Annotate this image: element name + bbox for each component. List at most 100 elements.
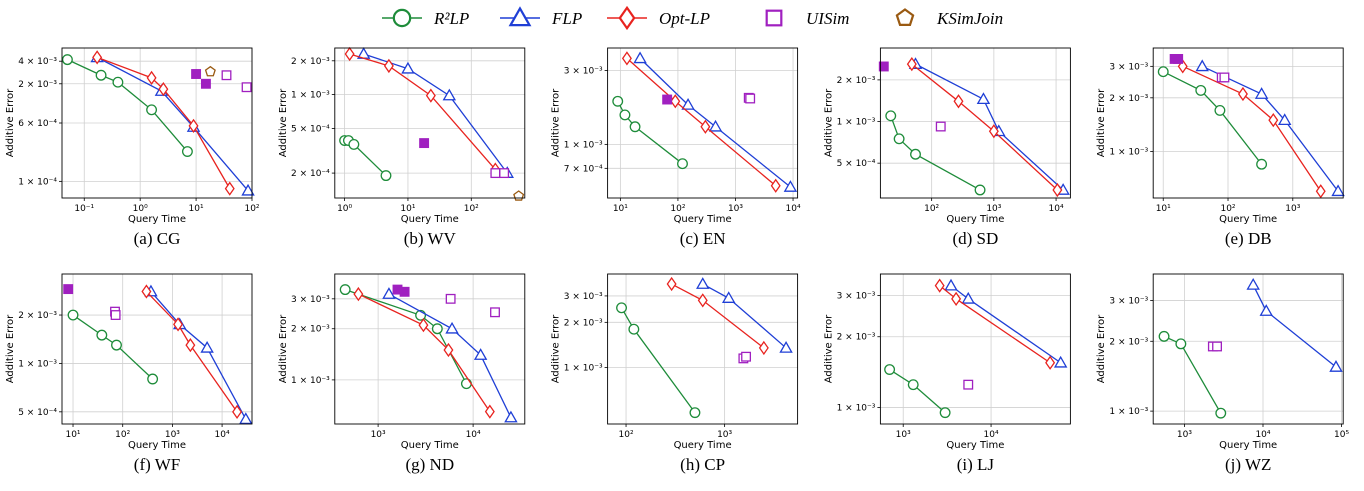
x-tick-label: 10⁵ (1334, 430, 1349, 440)
x-tick-label: 10⁴ (215, 430, 230, 440)
data-point-uisim (490, 307, 500, 318)
data-point-uisim (878, 61, 889, 72)
data-point-optlp (670, 94, 681, 109)
x-axis-label: Query Time (674, 440, 732, 451)
x-tick-label: 10⁰ (133, 204, 148, 214)
plot-frame (334, 273, 526, 425)
data-point-r2lp (1175, 338, 1187, 350)
data-point-uisim (1219, 72, 1230, 83)
panel-caption: (a) CG (134, 229, 181, 248)
x-tick-label: 10⁴ (466, 430, 481, 440)
y-axis-label: Additive Error (823, 314, 834, 383)
series-optlp (666, 276, 769, 356)
x-tick-label: 10⁻¹ (74, 204, 94, 214)
y-axis-label: Additive Error (278, 88, 289, 157)
series-uisim (1169, 53, 1230, 83)
data-point-flp (1195, 59, 1209, 72)
series-flp (356, 47, 514, 178)
legend-item-uisim: UISim (765, 9, 849, 28)
y-axis-label: Additive Error (1096, 314, 1107, 383)
x-tick-label: 10² (670, 204, 685, 214)
series-uisim (419, 138, 510, 179)
x-axis-label: Query Time (401, 214, 459, 225)
data-point-r2lp (111, 339, 122, 351)
panel-5: 10¹ 10² 10³ 1 × 10⁻³ 2 × 10⁻³ 3 × 10⁻³ Query T… (1096, 47, 1345, 248)
data-point-optlp (758, 340, 769, 356)
y-tick-label: 1 × 10⁻³ (18, 359, 57, 369)
x-tick-label: 10³ (986, 204, 1001, 214)
y-tick-label: 5 × 10⁻⁴ (18, 408, 57, 418)
y-axis-label: Additive Error (551, 314, 562, 383)
series-r2lp (1158, 330, 1227, 419)
data-point-optlp (353, 286, 364, 302)
panel-10: 10³ 10⁴ 10⁵ 1 × 10⁻³ 2 × 10⁻³ 3 × 10⁻³ Query T… (1096, 273, 1349, 474)
data-point-flp (779, 341, 793, 353)
series-r2lp (612, 95, 688, 170)
panel-caption: (h) CP (680, 455, 725, 474)
x-tick-label: 10⁰ (337, 204, 352, 214)
panel-3: 10¹ 10² 10³ 10⁴ 7 × 10⁻⁴ 1 × 10⁻³ 3 × 10⁻³ Quer… (551, 47, 801, 248)
series-optlp (1177, 59, 1326, 199)
x-tick-label: 10⁴ (1255, 430, 1270, 440)
y-tick-label: 2 × 10⁻³ (18, 311, 57, 321)
legend-item-ksimjoin: KSimJoin (895, 8, 1003, 28)
data-point-flp (442, 88, 457, 101)
diamond-icon (618, 5, 636, 31)
data-point-r2lp (380, 170, 392, 182)
y-tick-label: 3 × 10⁻³ (564, 292, 603, 302)
x-axis-label: Query Time (401, 440, 459, 451)
panel-caption: (d) SD (952, 229, 998, 248)
data-point-uisim (191, 69, 202, 79)
series-optlp (344, 46, 501, 177)
data-point-flp (1277, 113, 1292, 125)
data-point-flp (445, 321, 459, 334)
data-point-optlp (1268, 113, 1279, 128)
x-tick-label: 10³ (717, 430, 732, 440)
data-point-optlp (770, 178, 781, 193)
data-point-flp (1329, 360, 1343, 372)
series-line-r2lp (1162, 71, 1263, 165)
series-uisim (662, 92, 756, 105)
y-tick-label: 3 × 10⁻³ (1109, 62, 1148, 72)
x-tick-label: 10² (244, 204, 259, 214)
y-axis-label: Additive Error (278, 314, 289, 383)
data-point-optlp (1052, 182, 1063, 198)
y-tick-label: 5 × 10⁻⁴ (837, 159, 876, 169)
data-point-flp (401, 61, 415, 74)
series-r2lp (61, 54, 193, 157)
y-tick-label: 2 × 10⁻³ (18, 80, 57, 90)
plot-frame (61, 273, 253, 425)
x-axis-label: Query Time (946, 214, 1004, 225)
y-tick-label: 1 × 10⁻³ (837, 118, 876, 128)
data-point-uisim (1212, 341, 1222, 352)
y-tick-label: 1 × 10⁻³ (291, 376, 330, 386)
x-tick-label: 10³ (896, 430, 911, 440)
data-point-flp (239, 412, 253, 425)
y-tick-label: 1 × 10⁻³ (564, 363, 603, 373)
data-point-optlp (988, 124, 999, 139)
data-point-uisim (241, 82, 252, 93)
data-point-optlp (953, 94, 964, 109)
data-point-r2lp (67, 309, 79, 321)
data-point-flp (1246, 277, 1260, 290)
series-line-optlp (349, 53, 496, 170)
legend-label: Opt-LP (659, 9, 710, 28)
data-point-r2lp (974, 184, 986, 196)
data-point-uisim (963, 379, 974, 390)
y-axis-label: Additive Error (823, 88, 834, 157)
data-point-uisim (63, 284, 74, 295)
data-point-flp (721, 291, 736, 303)
panel-6: 10¹ 10² 10³ 10⁴ 5 × 10⁻⁴ 1 × 10⁻³ 2 × 10⁻³ Quer… (5, 273, 253, 474)
y-tick-label: 4 × 10⁻³ (18, 57, 57, 67)
data-point-r2lp (939, 407, 951, 419)
x-tick-label: 10³ (1285, 204, 1300, 214)
data-point-uisim (445, 293, 456, 304)
series-line-optlp (145, 291, 238, 413)
y-tick-label: 1 × 10⁻³ (1109, 148, 1148, 158)
data-point-r2lp (147, 373, 159, 385)
data-point-uisim (419, 138, 430, 149)
data-point-optlp (1237, 86, 1248, 102)
y-tick-label: 2 × 10⁻³ (291, 57, 330, 67)
data-point-optlp (621, 51, 632, 66)
plot-frame (879, 273, 1071, 425)
